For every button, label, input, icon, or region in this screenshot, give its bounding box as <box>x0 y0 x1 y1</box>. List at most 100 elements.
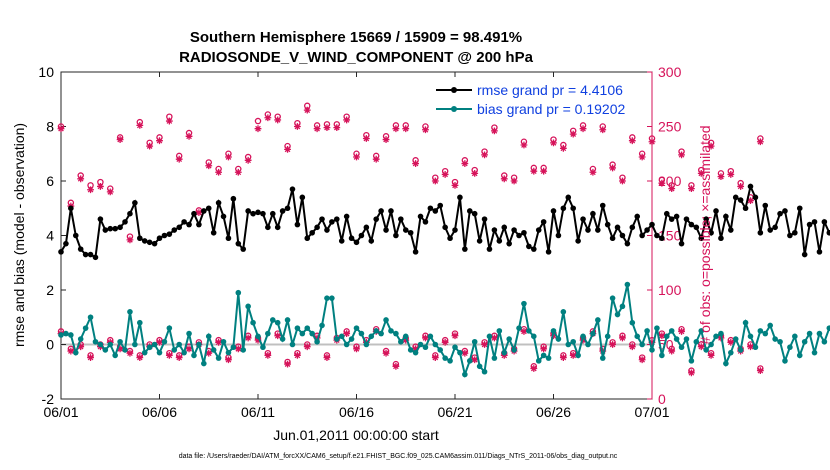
bias-point <box>141 349 148 356</box>
bias-point <box>274 319 281 326</box>
bias-point <box>77 336 84 342</box>
bias-point <box>230 344 237 351</box>
obs-assimilated-marker <box>402 125 410 133</box>
x-tick-label: 06/06 <box>142 404 177 420</box>
bias-point <box>412 349 419 356</box>
rmse-point <box>279 208 286 214</box>
obs-assimilated-marker <box>313 125 321 133</box>
obs-assimilated-marker <box>126 236 134 244</box>
rmse-point <box>599 202 606 209</box>
bias-point <box>762 330 769 337</box>
rmse-point <box>511 227 517 233</box>
rmse-point <box>801 251 808 258</box>
bias-point <box>659 352 665 359</box>
rmse-point <box>437 202 444 209</box>
obs-assimilated-marker <box>727 338 735 346</box>
obs-assimilated-marker <box>67 347 75 355</box>
obs-assimilated-marker <box>175 354 183 361</box>
rmse-point <box>663 210 670 217</box>
rmse-point <box>565 194 572 201</box>
obs-assimilated-marker <box>461 349 469 357</box>
bias-point <box>678 344 685 351</box>
bias-point <box>447 358 453 364</box>
obs-assimilated-marker <box>382 136 390 143</box>
obs-assimilated-marker <box>668 347 676 355</box>
bias-point <box>378 330 384 337</box>
rmse-point <box>521 229 527 236</box>
bias-point <box>555 336 562 342</box>
rmse-point <box>457 194 463 201</box>
rmse-point <box>284 205 291 212</box>
bias-point <box>521 300 527 307</box>
obs-assimilated-marker <box>126 349 134 357</box>
bias-point <box>787 344 793 351</box>
bias-point <box>634 333 641 340</box>
rmse-point <box>550 208 557 214</box>
bias-point <box>225 349 232 356</box>
rmse-point <box>501 224 508 231</box>
bias-point <box>146 344 153 351</box>
obs-assimilated-marker <box>540 345 548 353</box>
bias-point <box>255 333 261 340</box>
obs-assimilated-marker <box>372 155 380 163</box>
rmse-point <box>250 210 256 217</box>
bias-point <box>737 347 744 353</box>
bias-point <box>491 355 498 361</box>
obs-assimilated-marker <box>648 138 656 146</box>
bias-point <box>747 333 754 340</box>
rmse-point <box>471 210 478 217</box>
rmse-point <box>540 219 547 225</box>
bias-point <box>58 332 64 338</box>
bias-point <box>654 325 660 331</box>
obs-assimilated-marker <box>156 338 163 346</box>
rmse-point <box>747 183 754 190</box>
rmse-point <box>393 232 399 239</box>
bias-point <box>97 341 104 348</box>
rmse-point <box>112 225 118 232</box>
bias-point <box>713 333 719 340</box>
bias-point <box>102 347 109 353</box>
bias-point <box>614 311 621 318</box>
obs-assimilated-marker <box>579 125 587 133</box>
x-axis-label: Jun.01,2011 00:00:00 start <box>273 427 439 443</box>
legend-box <box>431 79 651 121</box>
obs-assimilated-marker <box>678 151 685 159</box>
bias-point <box>782 358 788 364</box>
bias-point <box>777 338 783 345</box>
rmse-point <box>723 213 729 220</box>
bias-point <box>708 341 714 348</box>
rmse-point <box>230 195 237 202</box>
bias-point <box>545 355 552 361</box>
obs-assimilated-marker <box>303 343 311 351</box>
rmse-point <box>294 221 301 228</box>
rmse-point <box>737 197 744 203</box>
bias-point <box>575 352 581 359</box>
rmse-point <box>181 219 187 225</box>
obs-assimilated-marker <box>461 160 469 167</box>
bias-point <box>703 347 709 353</box>
legend-marker <box>451 106 457 112</box>
bias-point <box>358 330 365 337</box>
rmse-point <box>713 208 719 214</box>
obs-assimilated-marker <box>628 343 636 351</box>
obs-assimilated-marker <box>717 173 725 181</box>
rmse-point <box>417 213 424 220</box>
obs-assimilated-marker <box>57 125 65 133</box>
obs-assimilated-marker <box>491 127 498 135</box>
obs-assimilated-marker <box>520 141 528 149</box>
obs-assimilated-marker <box>559 354 567 361</box>
rmse-point <box>604 221 611 228</box>
bias-point <box>343 341 350 348</box>
rmse-point <box>673 213 680 220</box>
bias-point <box>107 341 114 348</box>
obs-assimilated-marker <box>747 343 754 351</box>
bias-point <box>151 341 158 348</box>
obs-assimilated-marker <box>323 124 331 131</box>
rmse-point <box>595 227 601 233</box>
rmse-point <box>703 216 709 222</box>
y-left-tick-label: 10 <box>38 64 54 80</box>
bias-point <box>728 349 734 356</box>
obs-assimilated-marker <box>481 151 488 159</box>
bias-point <box>265 330 271 337</box>
bias-point <box>580 333 586 340</box>
